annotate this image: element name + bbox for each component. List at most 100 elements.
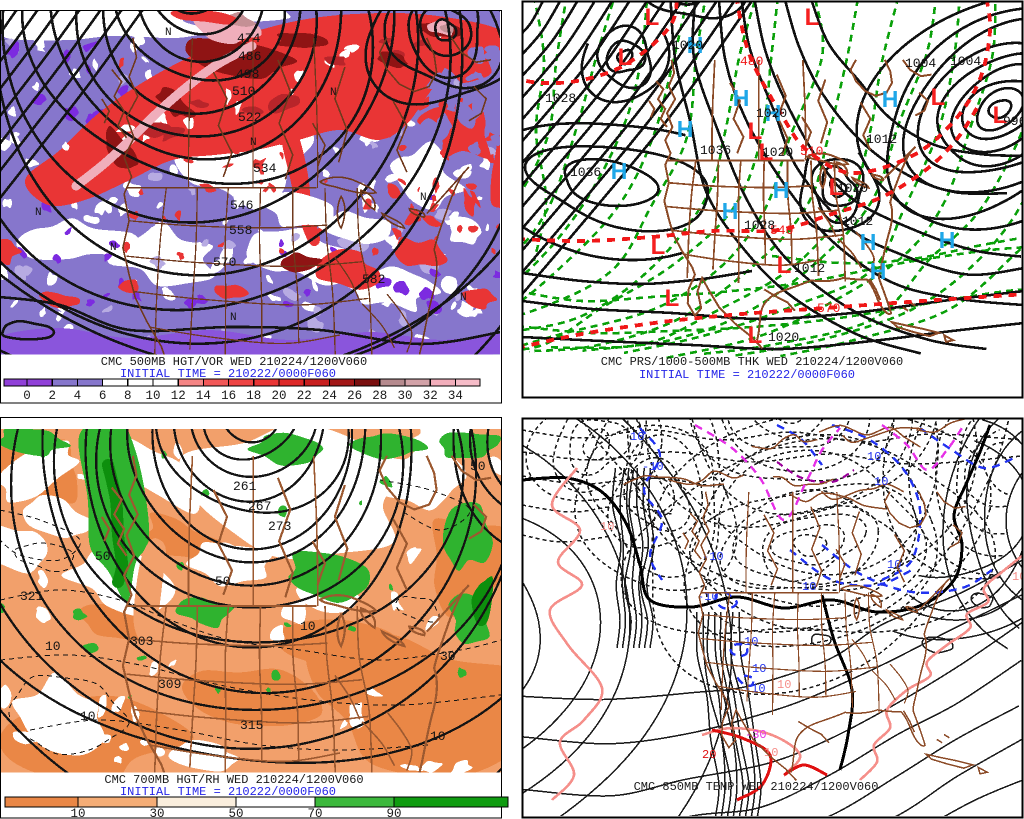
svg-text:303: 303 [130, 634, 153, 649]
svg-text:1020: 1020 [672, 38, 703, 53]
svg-text:10: 10 [80, 709, 96, 724]
svg-text:L: L [748, 322, 763, 349]
svg-text:315: 315 [240, 718, 263, 733]
svg-text:H: H [870, 258, 887, 284]
svg-text:570: 570 [817, 301, 840, 316]
svg-text:1036: 1036 [570, 165, 601, 180]
svg-text:558: 558 [229, 223, 252, 238]
svg-text:1020: 1020 [756, 106, 787, 121]
svg-text:70: 70 [307, 807, 322, 819]
svg-text:INITIAL TIME = 210222/0000F060: INITIAL TIME = 210222/0000F060 [120, 785, 336, 799]
svg-text:2: 2 [48, 389, 56, 403]
svg-text:-10: -10 [697, 590, 719, 604]
svg-text:1012: 1012 [842, 214, 873, 229]
svg-text:L: L [759, 139, 774, 166]
svg-text:34: 34 [448, 389, 463, 403]
svg-text:10: 10 [70, 807, 85, 819]
svg-text:14: 14 [196, 389, 211, 403]
svg-text:L: L [651, 233, 666, 260]
svg-text:24: 24 [322, 389, 337, 403]
svg-text:12: 12 [171, 389, 186, 403]
svg-text:CMC PRS/1000-500MB THK WED 210: CMC PRS/1000-500MB THK WED 210224/1200V0… [601, 355, 903, 369]
svg-text:20: 20 [702, 748, 716, 762]
svg-text:10: 10 [600, 520, 614, 534]
svg-text:50: 50 [215, 574, 231, 589]
svg-text:267: 267 [248, 499, 271, 514]
svg-text:0: 0 [23, 389, 31, 403]
svg-text:570: 570 [213, 255, 236, 270]
svg-text:510: 510 [232, 84, 255, 99]
svg-text:-10: -10 [642, 460, 664, 474]
svg-text:1012: 1012 [866, 132, 897, 147]
svg-text:474: 474 [237, 31, 261, 46]
svg-text:480: 480 [740, 54, 763, 69]
svg-text:10: 10 [764, 746, 778, 760]
svg-text:N: N [250, 137, 257, 149]
svg-text:10: 10 [867, 450, 881, 464]
svg-text:L: L [805, 4, 820, 31]
svg-text:10: 10 [874, 475, 888, 489]
svg-text:20: 20 [271, 389, 286, 403]
svg-text:N: N [35, 207, 42, 219]
svg-text:10: 10 [145, 389, 160, 403]
svg-text:N: N [420, 192, 427, 204]
svg-text:H: H [882, 86, 899, 112]
svg-text:1004: 1004 [905, 56, 936, 71]
svg-text:1020: 1020 [762, 145, 793, 160]
svg-text:L: L [618, 44, 633, 71]
svg-text:90: 90 [386, 807, 401, 819]
svg-text:H: H [860, 229, 877, 255]
svg-text:546: 546 [230, 198, 253, 213]
svg-text:H: H [611, 158, 628, 184]
svg-text:8: 8 [124, 389, 132, 403]
svg-text:CMC 700MB HGT/RH WED 210224/12: CMC 700MB HGT/RH WED 210224/1200V060 [104, 773, 363, 787]
svg-text:1020: 1020 [768, 330, 799, 345]
svg-text:N: N [330, 87, 337, 99]
svg-text:1012: 1012 [794, 261, 825, 276]
svg-text:50: 50 [470, 459, 486, 474]
svg-text:582: 582 [362, 272, 385, 287]
svg-text:1028: 1028 [744, 218, 775, 233]
svg-text:H: H [765, 100, 782, 126]
svg-text:4: 4 [74, 389, 82, 403]
svg-text:26: 26 [347, 389, 362, 403]
svg-text:H: H [733, 85, 750, 111]
svg-text:10: 10 [45, 639, 61, 654]
svg-text:50: 50 [95, 549, 111, 564]
svg-text:1004: 1004 [950, 54, 981, 69]
svg-text:L: L [777, 252, 792, 279]
svg-text:522: 522 [238, 110, 261, 125]
svg-text:INITIAL TIME = 210222/0000F060: INITIAL TIME = 210222/0000F060 [639, 368, 855, 382]
svg-text:50: 50 [228, 807, 243, 819]
svg-text:540: 540 [770, 223, 793, 238]
svg-text:30: 30 [440, 649, 456, 664]
svg-text:486: 486 [238, 49, 261, 64]
svg-text:10: 10 [630, 430, 644, 444]
svg-text:1028: 1028 [545, 91, 576, 106]
svg-text:H: H [722, 198, 739, 224]
svg-text:321: 321 [20, 589, 44, 604]
svg-text:L: L [993, 102, 1008, 129]
svg-text:16: 16 [221, 389, 236, 403]
svg-text:510: 510 [800, 144, 823, 159]
svg-text:28: 28 [372, 389, 387, 403]
svg-text:H: H [687, 32, 704, 58]
svg-text:H: H [677, 116, 694, 142]
svg-text:10: 10 [1012, 570, 1024, 584]
svg-text:1020: 1020 [837, 181, 868, 196]
svg-text:32: 32 [423, 389, 438, 403]
svg-text:L: L [645, 4, 660, 31]
svg-text:30: 30 [149, 807, 164, 819]
svg-text:10: 10 [777, 678, 791, 692]
svg-text:CMC 850MB TEMP WED 210224/1200: CMC 850MB TEMP WED 210224/1200V060 [634, 780, 879, 794]
svg-text:273: 273 [268, 519, 291, 534]
svg-text:-10: -10 [702, 550, 724, 564]
svg-text:INITIAL TIME = 210222/0000F060: INITIAL TIME = 210222/0000F060 [120, 367, 336, 381]
svg-text:-30: -30 [745, 728, 767, 742]
svg-text:L: L [829, 174, 844, 201]
svg-text:10: 10 [802, 580, 816, 594]
svg-text:534: 534 [253, 161, 277, 176]
svg-text:22: 22 [297, 389, 312, 403]
svg-text:L: L [665, 285, 680, 312]
svg-text:L: L [748, 118, 763, 145]
